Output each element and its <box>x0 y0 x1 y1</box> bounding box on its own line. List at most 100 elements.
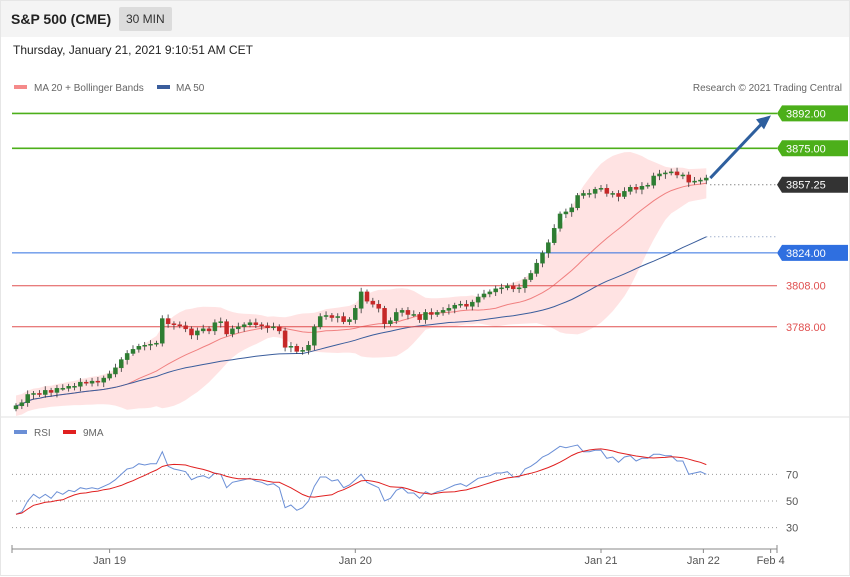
forecast-arrow <box>709 115 771 180</box>
candle-body <box>376 303 381 309</box>
candle-body <box>317 316 323 328</box>
candle-body <box>25 394 30 403</box>
candle-body <box>43 390 48 395</box>
candle-body <box>95 380 101 383</box>
candle-body <box>195 330 200 336</box>
level-tag-label: 3857.25 <box>786 180 826 192</box>
candle-body <box>704 177 709 181</box>
rsi-line <box>15 444 707 515</box>
candle-body <box>499 287 504 290</box>
candle-body <box>265 325 270 329</box>
candle-body <box>347 319 352 322</box>
candle-body <box>663 172 668 175</box>
candle-body <box>13 405 19 410</box>
candle-body <box>587 193 592 195</box>
candle-body <box>353 308 358 320</box>
candle-body <box>89 380 95 384</box>
legend-ma50-label: MA 50 <box>176 83 205 94</box>
rsi-level-label: 70 <box>786 469 798 481</box>
level-label: 3808.00 <box>786 281 826 293</box>
candle-body <box>440 310 446 313</box>
level-tags: 3892.00 3875.00 3857.25 3824.00 3808.00 3788.… <box>777 105 848 334</box>
candle-body <box>271 326 276 329</box>
candle-body <box>622 191 627 197</box>
candle-body <box>446 308 452 311</box>
candle-body <box>698 179 703 182</box>
rsi-9ma-line <box>15 448 707 515</box>
interval-button[interactable]: 30 MIN <box>119 7 172 31</box>
candle-body <box>31 393 36 395</box>
candle-body <box>300 350 305 352</box>
candle-body <box>288 346 294 348</box>
candle-body <box>200 328 206 332</box>
candle-body <box>113 367 118 375</box>
candle-body <box>522 279 528 289</box>
candle-body <box>335 316 340 318</box>
candle-body <box>142 344 147 347</box>
x-tick-label: Jan 21 <box>584 555 617 567</box>
candle-body <box>130 349 136 354</box>
candle-body <box>674 171 680 176</box>
candle-body <box>604 188 610 194</box>
candle-body <box>540 252 545 264</box>
candle-body <box>224 321 229 335</box>
candle-body <box>592 189 598 194</box>
candle-body <box>236 326 241 330</box>
level-tag <box>777 176 848 193</box>
candle-body <box>183 325 188 330</box>
candle-body <box>19 402 25 407</box>
candle-body <box>546 242 551 254</box>
candle-body <box>668 171 674 174</box>
forecast-arrow-shaft <box>709 121 765 180</box>
candle-body <box>177 324 183 327</box>
candle-body <box>569 207 574 213</box>
candle-body <box>434 312 440 315</box>
candle-body <box>417 314 422 320</box>
candle-body <box>277 326 282 332</box>
ma50-line <box>15 236 707 407</box>
candle-body <box>54 388 60 393</box>
candle-body <box>107 373 112 379</box>
candle-body <box>358 291 364 309</box>
candle-body <box>124 353 130 360</box>
candle-body <box>253 322 259 325</box>
chart-header: S&P 500 (CME) 30 MIN <box>1 1 849 37</box>
candle-body <box>72 386 77 388</box>
candle-body <box>160 318 165 344</box>
candle-body <box>429 312 434 315</box>
candle-body <box>78 381 83 387</box>
candle-body <box>551 228 557 243</box>
candle-body <box>370 300 376 305</box>
candle-body <box>481 293 487 298</box>
candle-body <box>575 195 580 209</box>
candle-body <box>399 310 405 313</box>
price-levels <box>12 112 777 328</box>
candle-body <box>148 343 153 346</box>
candle-body <box>154 342 159 345</box>
candle-body <box>458 303 463 306</box>
candle-body <box>475 296 481 303</box>
candle-body <box>66 386 71 389</box>
legend-rsi-label: RSI <box>34 428 51 439</box>
candle-body <box>464 303 469 307</box>
rsi-lines <box>15 444 707 515</box>
bollinger-band <box>16 152 707 416</box>
candle-body <box>165 318 171 324</box>
candle-body <box>598 188 604 190</box>
candle-body <box>136 346 142 350</box>
candle-body <box>282 330 288 348</box>
candle-body <box>189 328 194 336</box>
candle-body <box>212 322 218 332</box>
level-tag <box>777 244 848 261</box>
credit-text: Research © 2021 Trading Central <box>693 83 842 94</box>
candle-body <box>563 211 569 215</box>
candle-body <box>692 180 697 183</box>
level-tag-label: 3875.00 <box>786 143 826 155</box>
candle-body <box>470 301 475 307</box>
candle-body <box>616 193 621 197</box>
candle-body <box>230 328 235 335</box>
x-axis: Jan 19 Jan 20 Jan 21 Jan 22 Feb 4 <box>11 545 785 567</box>
candle-body <box>557 213 563 229</box>
candle-body <box>382 308 387 324</box>
